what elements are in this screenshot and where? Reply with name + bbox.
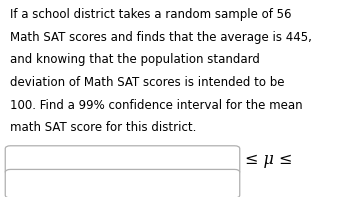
Text: deviation of Math SAT scores is intended to be: deviation of Math SAT scores is intended… bbox=[10, 76, 285, 89]
Text: Math SAT scores and finds that the average is 445,: Math SAT scores and finds that the avera… bbox=[10, 31, 312, 44]
FancyBboxPatch shape bbox=[5, 169, 240, 197]
Text: If a school district takes a random sample of 56: If a school district takes a random samp… bbox=[10, 8, 292, 21]
Text: ≤ μ ≤: ≤ μ ≤ bbox=[245, 151, 292, 168]
Text: math SAT score for this district.: math SAT score for this district. bbox=[10, 121, 197, 134]
Text: 100. Find a 99% confidence interval for the mean: 100. Find a 99% confidence interval for … bbox=[10, 98, 303, 112]
FancyBboxPatch shape bbox=[5, 146, 240, 174]
Text: and knowing that the population standard: and knowing that the population standard bbox=[10, 53, 260, 66]
